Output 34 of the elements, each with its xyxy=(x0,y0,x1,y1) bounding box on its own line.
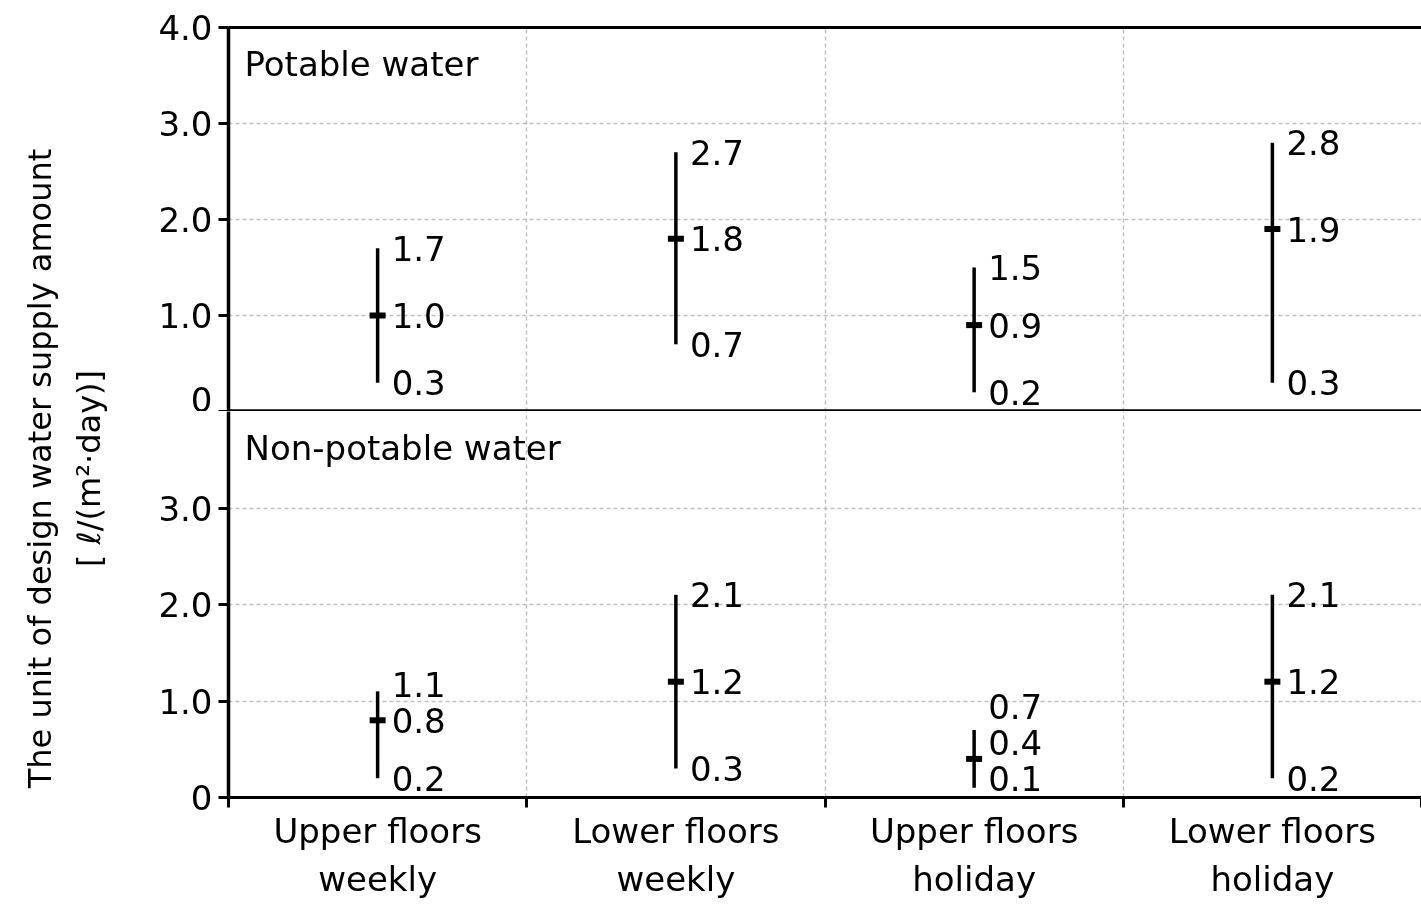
data-label: 1.2 xyxy=(1286,662,1341,703)
y-axis-title: The unit of design water supply amount [ ℓ/(m²·day)] xyxy=(20,148,109,790)
y-tick-label: 1.0 xyxy=(158,681,213,722)
annotation: 0.3 xyxy=(391,363,446,404)
x-tick-label: Lower floors weekly xyxy=(572,810,780,899)
data-label: 1.2 xyxy=(689,662,744,703)
y-tick-label: 2.0 xyxy=(158,585,213,625)
annotation: 0.7 xyxy=(689,324,744,365)
annotation: 2.1 xyxy=(1286,575,1341,616)
x-tick-label: Upper floors weekly xyxy=(273,810,482,899)
x-tick-label: Lower floors holiday xyxy=(1168,810,1377,899)
x-tick-label: Upper floors holiday xyxy=(869,810,1079,899)
annotation: 0.2 xyxy=(988,372,1043,413)
data-label: 1.0 xyxy=(391,296,446,336)
y-tick-label: 2.0 xyxy=(158,200,213,240)
y-tick-label: 1.0 xyxy=(158,296,213,336)
annotation: 0.3 xyxy=(689,749,744,790)
data-label: 1.9 xyxy=(1286,209,1341,250)
annotation: 0.2 xyxy=(391,758,446,799)
annotation: 2.8 xyxy=(1286,123,1341,164)
data-label: 1.8 xyxy=(689,219,744,260)
annotation: 1.7 xyxy=(391,228,446,269)
text: Potable water xyxy=(244,43,479,84)
annotation: 1.5 xyxy=(988,248,1043,288)
annotation: 0.3 xyxy=(1286,363,1341,404)
text: Non-potable water xyxy=(244,427,561,468)
y-tick-label: 3.0 xyxy=(158,104,213,144)
y-tick-label: 0 xyxy=(190,778,213,818)
annotation: 0.2 xyxy=(1286,758,1341,799)
data-label: 0.9 xyxy=(988,305,1043,346)
annotation: 2.7 xyxy=(689,132,744,173)
y-tick-label: 3.0 xyxy=(158,488,213,529)
y-tick-label: 4.0 xyxy=(158,8,213,48)
annotation: 2.1 xyxy=(689,575,744,616)
